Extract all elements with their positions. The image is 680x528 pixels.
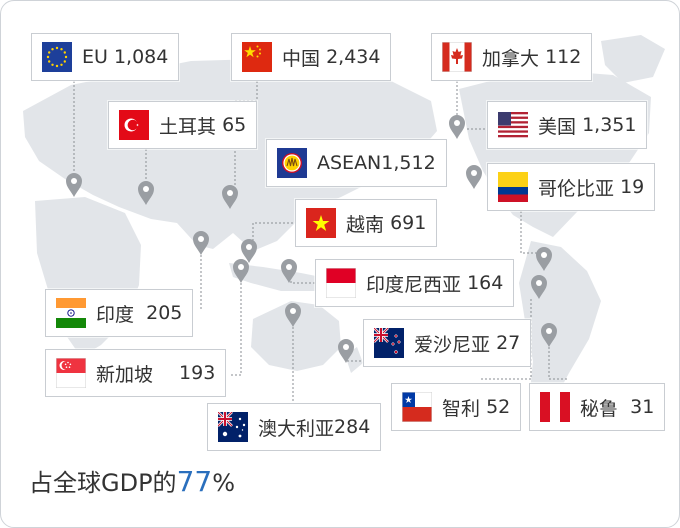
landmass-australia (251, 301, 341, 371)
australia-flag-icon (218, 412, 248, 442)
location-pin-icon-chile (531, 275, 547, 299)
caption-suffix: % (212, 469, 236, 497)
region-value: 1,512 (381, 152, 436, 174)
label-chile: 智利 52 (391, 383, 522, 431)
region-value: 284 (334, 416, 371, 438)
eu-flag-icon (42, 42, 72, 72)
region-name: EU (82, 46, 108, 68)
region-value: 164 (467, 272, 504, 294)
label-nz: 爱沙尼亚 27 (363, 319, 532, 367)
leader-singapore (231, 279, 242, 376)
canada-flag-icon (442, 42, 472, 72)
region-name: 美国 (538, 115, 577, 138)
region-name: 土耳其 (159, 115, 217, 138)
gdp-share-caption: 占全球GDP的77% (29, 463, 235, 498)
label-canada: 加拿大 112 (431, 33, 593, 81)
caption-percent: 77 (176, 465, 213, 498)
region-value: 205 (146, 302, 183, 324)
label-singapore: 新加坡 193 (45, 349, 227, 397)
region-name: 加拿大 (482, 47, 540, 70)
region-value: 112 (545, 46, 582, 68)
location-pin-icon-vietnam (241, 239, 257, 263)
label-india: 印度 205 (45, 289, 194, 337)
label-asean: ASEAN 1,512 (266, 139, 447, 187)
region-value: 27 (496, 332, 521, 354)
label-china: 中国 2,434 (231, 33, 392, 81)
location-pin-icon-nz (338, 339, 354, 363)
landmass-north-america (459, 71, 651, 237)
region-value: 65 (222, 114, 247, 136)
location-pin-icon-usa (466, 165, 482, 189)
region-value: 193 (179, 362, 216, 384)
indonesia-flag-icon (326, 268, 356, 298)
region-name: 智利 (442, 397, 481, 420)
china-flag-icon (242, 42, 272, 72)
label-vietnam: 越南 691 (295, 199, 438, 247)
region-value: 1,351 (582, 114, 637, 136)
region-name: 哥伦比亚 (538, 177, 615, 200)
region-value: 19 (620, 176, 645, 198)
label-indonesia: 印度尼西亚 164 (315, 259, 515, 307)
label-eu: EU 1,084 (31, 33, 180, 81)
location-pin-icon-india (193, 231, 209, 255)
nz-flag-icon (374, 328, 404, 358)
location-pin-icon-singapore (233, 259, 249, 283)
region-name: 印度 (96, 303, 135, 326)
region-value: 691 (390, 212, 427, 234)
region-name: 中国 (282, 47, 321, 70)
leader-vietnam (252, 222, 295, 245)
chile-flag-icon (402, 392, 432, 422)
label-colombia: 哥伦比亚 19 (487, 163, 656, 211)
region-value: 1,084 (113, 46, 169, 68)
singapore-flag-icon (56, 358, 86, 388)
label-peru: 秘鲁 31 (529, 383, 666, 431)
region-name: 越南 (346, 213, 385, 236)
label-usa: 美国 1,351 (487, 101, 648, 149)
region-value: 52 (486, 396, 511, 418)
location-pin-icon-indonesia (281, 259, 297, 283)
location-markers (66, 115, 557, 363)
region-name: 爱沙尼亚 (414, 333, 491, 356)
usa-flag-icon (498, 110, 528, 140)
location-pin-icon-eu (66, 173, 82, 197)
caption-prefix: 占全球GDP的 (29, 469, 177, 497)
leader-china (234, 81, 258, 191)
region-name: 新加坡 (96, 363, 154, 386)
region-value: 2,434 (326, 46, 381, 68)
leader-peru (548, 347, 569, 380)
india-flag-icon (56, 298, 86, 328)
colombia-flag-icon (498, 172, 528, 202)
region-value: 31 (630, 396, 655, 418)
location-pin-icon-china (222, 185, 238, 209)
location-pin-icon-peru (541, 323, 557, 347)
label-turkey: 土耳其 65 (108, 101, 258, 149)
landmass-greenland (601, 35, 665, 83)
landmass-indonesia (229, 263, 331, 291)
location-pin-icon-turkey (138, 181, 154, 205)
location-pin-icon-canada (449, 115, 465, 139)
peru-flag-icon (540, 392, 570, 422)
turkey-flag-icon (119, 110, 149, 140)
region-name: 印度尼西亚 (366, 273, 462, 296)
location-pin-icon-australia (285, 303, 301, 327)
asean-flag-icon (277, 148, 307, 178)
region-name: ASEAN (317, 152, 382, 174)
region-name: 澳大利亚 (258, 417, 335, 440)
label-australia: 澳大利亚 284 (207, 403, 382, 451)
location-pin-icon-colombia (536, 247, 552, 271)
vietnam-flag-icon (306, 208, 336, 238)
region-name: 秘鲁 (580, 397, 619, 420)
